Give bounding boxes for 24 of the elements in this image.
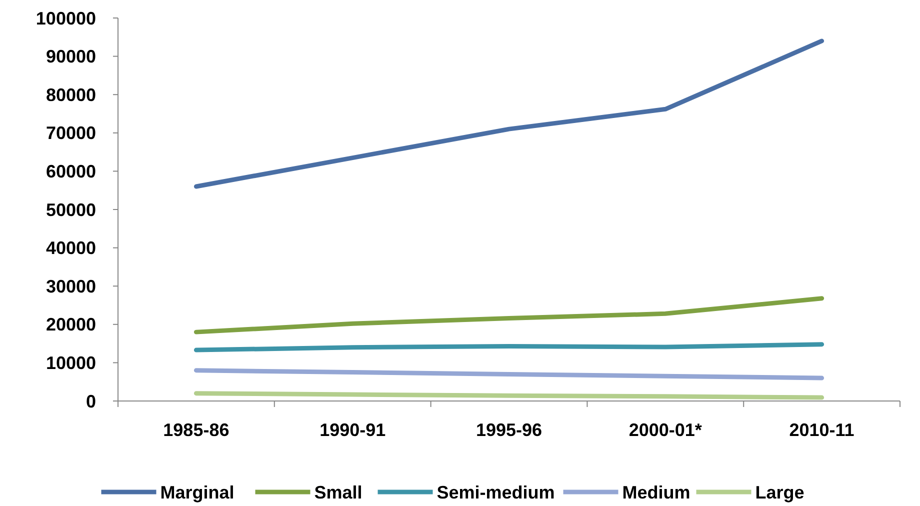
x-tick-label: 1995-96 <box>476 420 542 440</box>
x-tick-label: 2000-01* <box>628 420 702 440</box>
y-tick-label: 70000 <box>46 123 96 144</box>
y-tick-label: 0 <box>86 391 96 412</box>
y-tick-label: 40000 <box>46 238 96 258</box>
y-tick-label: 30000 <box>46 276 96 296</box>
legend-label: Semi-medium <box>436 482 555 502</box>
x-tick-label: 1985-86 <box>163 420 230 440</box>
legend-label: Small <box>314 482 362 502</box>
legend-label: Large <box>755 482 804 502</box>
legend-label: Marginal <box>160 482 234 502</box>
y-tick-label: 80000 <box>46 84 96 105</box>
x-tick-label: 2010-11 <box>789 420 854 440</box>
y-tick-label: 90000 <box>46 46 96 67</box>
line-series <box>194 368 824 380</box>
y-tick-label: 20000 <box>46 314 96 335</box>
y-tick-label: 10000 <box>46 353 96 373</box>
y-tick-label: 60000 <box>46 162 96 182</box>
y-tick-label: 100000 <box>36 8 96 28</box>
y-tick-label: 50000 <box>46 200 96 220</box>
legend-label: Medium <box>622 482 690 502</box>
line-series <box>194 296 824 334</box>
x-tick-label: 1990-91 <box>320 420 386 440</box>
line-series <box>194 38 824 189</box>
